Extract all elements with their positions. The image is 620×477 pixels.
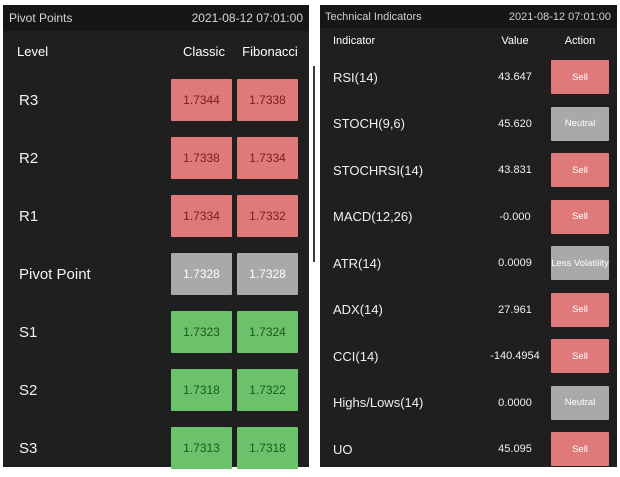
pivot-level-label: S1 [19,323,38,341]
indicator-value: 45.620 [498,117,532,130]
classic-value-cell: 1.7334 [171,195,232,237]
column-header-classic: Classic [183,43,225,59]
fibonacci-value-cell: 1.7328 [237,253,298,295]
indicator-row-cci: CCI(14) -140.4954 Sell [320,333,617,380]
column-header-value: Value [501,35,529,47]
pivot-level-label: S2 [19,381,38,399]
indicator-row-stoch: STOCH(9,6) 45.620 Neutral [320,101,617,148]
indicator-name: Highs/Lows(14) [333,395,424,411]
indicator-name: CCI(14) [333,348,379,364]
action-badge-neutral: Neutral [551,385,609,420]
indicator-row-adx: ADX(14) 27.961 Sell [320,287,617,334]
technical-indicators-header: Technical Indicators 2021-08-12 07:01:00 [320,5,617,28]
pivot-row-r2: R2 1.7338 1.7334 [3,129,309,187]
indicator-value: -0.000 [499,210,531,223]
fibonacci-value-cell: 1.7322 [237,369,298,411]
pivot-row-s1: S1 1.7323 1.7324 [3,303,309,361]
indicator-row-atr: ATR(14) 0.0009 Less Volatility [320,240,617,287]
pivot-level-label: S3 [19,439,38,457]
indicator-column-headers: Indicator Value Action [320,28,617,54]
fibonacci-value-cell: 1.7332 [237,195,298,237]
indicator-name: RSI(14) [333,69,378,85]
indicator-value: 0.0009 [498,257,532,270]
pivot-points-panel: Pivot Points 2021-08-12 07:01:00 Level C… [3,5,309,469]
pivot-row-s2: S2 1.7318 1.7322 [3,361,309,419]
classic-value-cell: 1.7323 [171,311,232,353]
indicator-name: MACD(12,26) [333,209,413,225]
action-badge-sell: Sell [551,199,609,234]
pivot-level-label: Pivot Point [19,265,91,283]
fibonacci-value-cell: 1.7324 [237,311,298,353]
classic-value-cell: 1.7328 [171,253,232,295]
indicator-row-rsi: RSI(14) 43.647 Sell [320,54,617,101]
pivot-points-title: Pivot Points [9,11,73,25]
pivot-level-label: R1 [19,207,39,225]
action-badge-sell: Sell [551,153,609,188]
panel-scrollbar[interactable] [313,66,315,262]
indicator-value: 43.831 [498,164,532,177]
indicator-name: ADX(14) [333,302,383,318]
indicator-name: STOCH(9,6) [333,116,405,132]
indicator-row-uo: UO 45.095 Sell [320,426,617,473]
column-header-level: Level [17,43,49,59]
classic-value-cell: 1.7338 [171,137,232,179]
indicator-value: 0.0000 [498,396,532,409]
pivot-row-r1: R1 1.7334 1.7332 [3,187,309,245]
fibonacci-value-cell: 1.7338 [237,79,298,121]
indicator-value: 27.961 [498,303,532,316]
pivot-column-headers: Level Classic Fibonacci [3,31,309,71]
indicator-value: -140.4954 [490,350,540,363]
action-badge-sell: Sell [551,60,609,95]
action-badge-neutral: Neutral [551,106,609,141]
classic-value-cell: 1.7313 [171,427,232,469]
technical-indicators-timestamp: 2021-08-12 07:01:00 [508,10,611,23]
classic-value-cell: 1.7318 [171,369,232,411]
indicator-name: ATR(14) [333,255,382,271]
pivot-points-header: Pivot Points 2021-08-12 07:01:00 [3,5,309,31]
indicator-row-macd: MACD(12,26) -0.000 Sell [320,194,617,241]
column-header-action: Action [564,35,596,47]
indicator-name: STOCHRSI(14) [333,162,424,178]
column-header-indicator: Indicator [333,35,376,47]
action-badge-sell: Sell [551,339,609,374]
action-badge-sell: Sell [551,432,609,467]
pivot-points-timestamp: 2021-08-12 07:01:00 [191,11,303,25]
column-header-fibonacci: Fibonacci [242,43,298,59]
indicator-row-stochrsi: STOCHRSI(14) 43.831 Sell [320,147,617,194]
pivot-row-pivot-point: Pivot Point 1.7328 1.7328 [3,245,309,303]
pivot-level-label: R2 [19,149,39,167]
indicator-value: 45.095 [498,443,532,456]
pivot-row-r3: R3 1.7344 1.7338 [3,71,309,129]
fibonacci-value-cell: 1.7318 [237,427,298,469]
indicator-row-highs-lows: Highs/Lows(14) 0.0000 Neutral [320,380,617,427]
pivot-level-label: R3 [19,91,39,109]
action-badge-sell: Sell [551,292,609,327]
technical-indicators-title: Technical Indicators [325,10,422,23]
classic-value-cell: 1.7344 [171,79,232,121]
fibonacci-value-cell: 1.7334 [237,137,298,179]
indicator-value: 43.647 [498,71,532,84]
technical-indicators-panel: Technical Indicators 2021-08-12 07:01:00… [320,5,617,467]
pivot-row-s3: S3 1.7313 1.7318 [3,419,309,477]
action-badge-less-volatility: Less Volatility [551,246,609,281]
indicator-name: UO [333,441,353,457]
